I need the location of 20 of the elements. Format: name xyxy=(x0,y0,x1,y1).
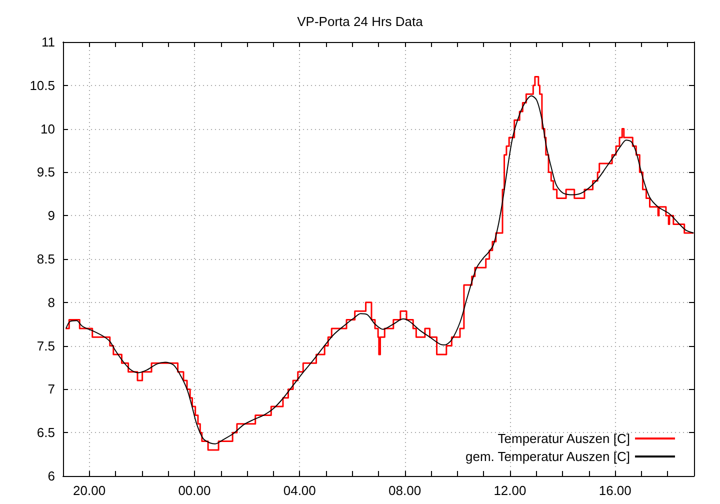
y-tick-label: 9.5 xyxy=(36,164,55,180)
y-tick-label: 7 xyxy=(48,382,55,397)
y-tick-label: 8 xyxy=(48,294,55,310)
y-tick-label: 6.5 xyxy=(36,425,55,440)
x-tick-label: 04.00 xyxy=(283,483,316,498)
y-tick-label: 11 xyxy=(42,34,55,50)
legend-label: Temperatur Auszen [C] xyxy=(498,431,630,446)
x-tick-label: 12.00 xyxy=(494,483,526,498)
y-tick-label: 6 xyxy=(48,468,55,484)
x-tick-label: 16.00 xyxy=(598,483,632,498)
y-tick-label: 7.5 xyxy=(36,338,55,354)
chart-title: VP-Porta 24 Hrs Data xyxy=(297,14,424,29)
legend-label: gem. Temperatur Auszen [C] xyxy=(465,449,630,464)
y-tick-label: 10 xyxy=(40,121,55,136)
x-tick-label: 00.00 xyxy=(178,483,211,498)
x-tick-label: 08.00 xyxy=(388,483,422,498)
x-tick-label: 20.00 xyxy=(73,483,106,498)
y-tick-label: 9 xyxy=(48,208,55,224)
y-tick-label: 8.5 xyxy=(36,252,55,266)
y-tick-label: 10.5 xyxy=(30,78,55,93)
